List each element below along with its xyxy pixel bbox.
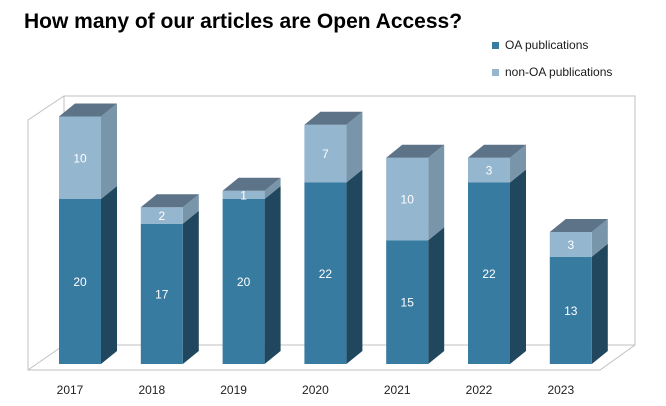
bar-2017-oa — [59, 199, 101, 364]
bar-2017-non-oa — [59, 116, 101, 199]
bar-2021-non-oa — [386, 157, 429, 241]
bar-2023-non-oa-top — [549, 219, 608, 232]
bar-2022-oa — [468, 182, 510, 364]
x-axis-tick-labels: 2017 2018 2019 2020 2021 2022 2023 — [57, 383, 575, 397]
bar-2020-non-oa-side — [346, 111, 363, 183]
bar-2021-non-oa-label: 10 — [401, 193, 415, 207]
bar-2019-non-oa-label: 1 — [240, 188, 247, 202]
x-tick-2021: 2021 — [384, 383, 411, 397]
legend-item-non-oa: non-OA publications — [492, 65, 612, 79]
x-tick-2017: 2017 — [57, 383, 84, 397]
bar-2023-non-oa — [549, 232, 592, 257]
bar-2023-non-oa-side — [591, 219, 608, 257]
bar-2021-oa-side — [428, 227, 445, 364]
bar-2020-non-oa — [304, 124, 347, 183]
bar-2022-oa-label: 22 — [482, 267, 496, 281]
bar-2018-oa-label: 17 — [155, 287, 169, 301]
bar-2019-non-oa-side — [264, 177, 281, 199]
bar-2019-non-oa-top — [222, 177, 281, 191]
bar-2022-non-oa — [468, 157, 510, 183]
bar-2017-oa-label: 20 — [73, 275, 87, 289]
bar-2018-oa — [140, 223, 183, 364]
legend-swatch-oa — [492, 41, 499, 49]
data-labels: 20 10 17 2 20 1 22 7 15 10 22 3 13 3 — [73, 147, 577, 318]
bar-2023-oa-label: 13 — [564, 304, 578, 318]
bar-2022-non-oa-side — [510, 144, 526, 183]
bar-2020-oa-side — [346, 169, 363, 364]
bar-2023-oa — [549, 256, 592, 364]
bar-2017-non-oa-label: 10 — [73, 151, 87, 165]
bar-2023-non-oa-label: 3 — [567, 238, 574, 252]
chart-title: How many of our articles are Open Access… — [24, 10, 463, 33]
bar-2018-non-oa-top — [140, 194, 199, 208]
x-tick-2018: 2018 — [138, 383, 165, 397]
bar-2019-non-oa — [222, 190, 265, 199]
legend-item-oa: OA publications — [492, 38, 612, 52]
bars — [59, 103, 608, 364]
x-tick-2023: 2023 — [547, 383, 574, 397]
legend: OA publications non-OA publications — [492, 38, 612, 92]
x-tick-2020: 2020 — [302, 383, 329, 397]
bar-2018-non-oa-label: 2 — [158, 209, 165, 223]
bar-2018-non-oa-side — [182, 194, 199, 224]
bar-2017-oa-side — [101, 186, 117, 364]
bar-2019-oa — [222, 199, 265, 364]
x-tick-2022: 2022 — [466, 383, 493, 397]
bar-2021-oa-label: 15 — [401, 296, 415, 310]
bar-2023-oa-side — [591, 243, 608, 364]
bar-2017-non-oa-top — [59, 103, 117, 117]
bar-2021-non-oa-side — [428, 144, 445, 241]
legend-label-oa: OA publications — [505, 38, 589, 52]
bar-2019-oa-label: 20 — [237, 275, 251, 289]
bar-2020-non-oa-label: 7 — [322, 147, 329, 161]
legend-swatch-non-oa — [492, 68, 499, 76]
bar-2021-non-oa-top — [386, 144, 445, 158]
bar-2020-oa-label: 22 — [319, 267, 333, 281]
bar-2018-oa-side — [182, 210, 199, 364]
bar-2021-oa — [386, 240, 429, 364]
floor-left-edge — [27, 344, 65, 371]
bar-2017-non-oa-side — [101, 103, 117, 199]
x-tick-2019: 2019 — [220, 383, 247, 397]
bar-2020-non-oa-top — [304, 111, 363, 125]
bar-2022-oa-side — [510, 169, 526, 364]
bar-2020-oa — [304, 182, 347, 364]
bar-2022-non-oa-top — [468, 144, 526, 158]
bar-2022-non-oa-label: 3 — [486, 164, 493, 178]
bar-2019-oa-side — [264, 186, 281, 364]
legend-label-non-oa: non-OA publications — [505, 65, 613, 79]
bar-2018-non-oa — [140, 207, 183, 224]
